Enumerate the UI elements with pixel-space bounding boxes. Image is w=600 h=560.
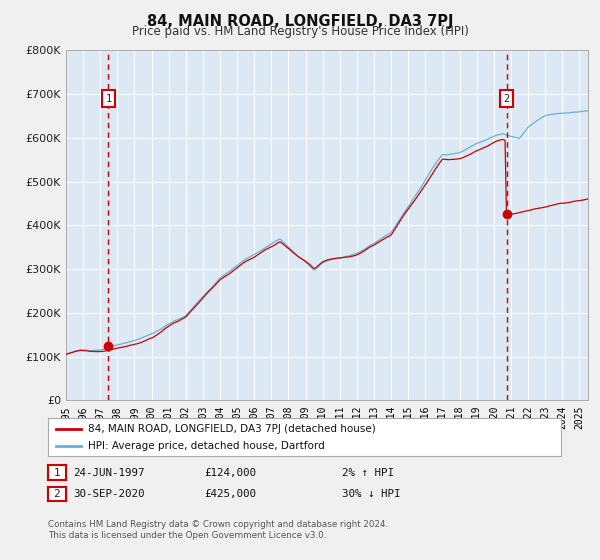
Text: 84, MAIN ROAD, LONGFIELD, DA3 7PJ: 84, MAIN ROAD, LONGFIELD, DA3 7PJ — [147, 14, 453, 29]
Text: 24-JUN-1997: 24-JUN-1997 — [73, 468, 145, 478]
Text: £124,000: £124,000 — [204, 468, 256, 478]
Text: 30% ↓ HPI: 30% ↓ HPI — [342, 489, 401, 499]
Text: 2: 2 — [53, 489, 61, 499]
Text: 1: 1 — [106, 94, 112, 104]
Text: Contains HM Land Registry data © Crown copyright and database right 2024.
This d: Contains HM Land Registry data © Crown c… — [48, 520, 388, 540]
Text: HPI: Average price, detached house, Dartford: HPI: Average price, detached house, Dart… — [88, 441, 325, 451]
Text: 1: 1 — [53, 468, 61, 478]
Text: 30-SEP-2020: 30-SEP-2020 — [73, 489, 145, 499]
Text: £425,000: £425,000 — [204, 489, 256, 499]
Text: Price paid vs. HM Land Registry's House Price Index (HPI): Price paid vs. HM Land Registry's House … — [131, 25, 469, 38]
Text: 2% ↑ HPI: 2% ↑ HPI — [342, 468, 394, 478]
Text: 2: 2 — [503, 94, 510, 104]
Text: 84, MAIN ROAD, LONGFIELD, DA3 7PJ (detached house): 84, MAIN ROAD, LONGFIELD, DA3 7PJ (detac… — [88, 424, 376, 434]
